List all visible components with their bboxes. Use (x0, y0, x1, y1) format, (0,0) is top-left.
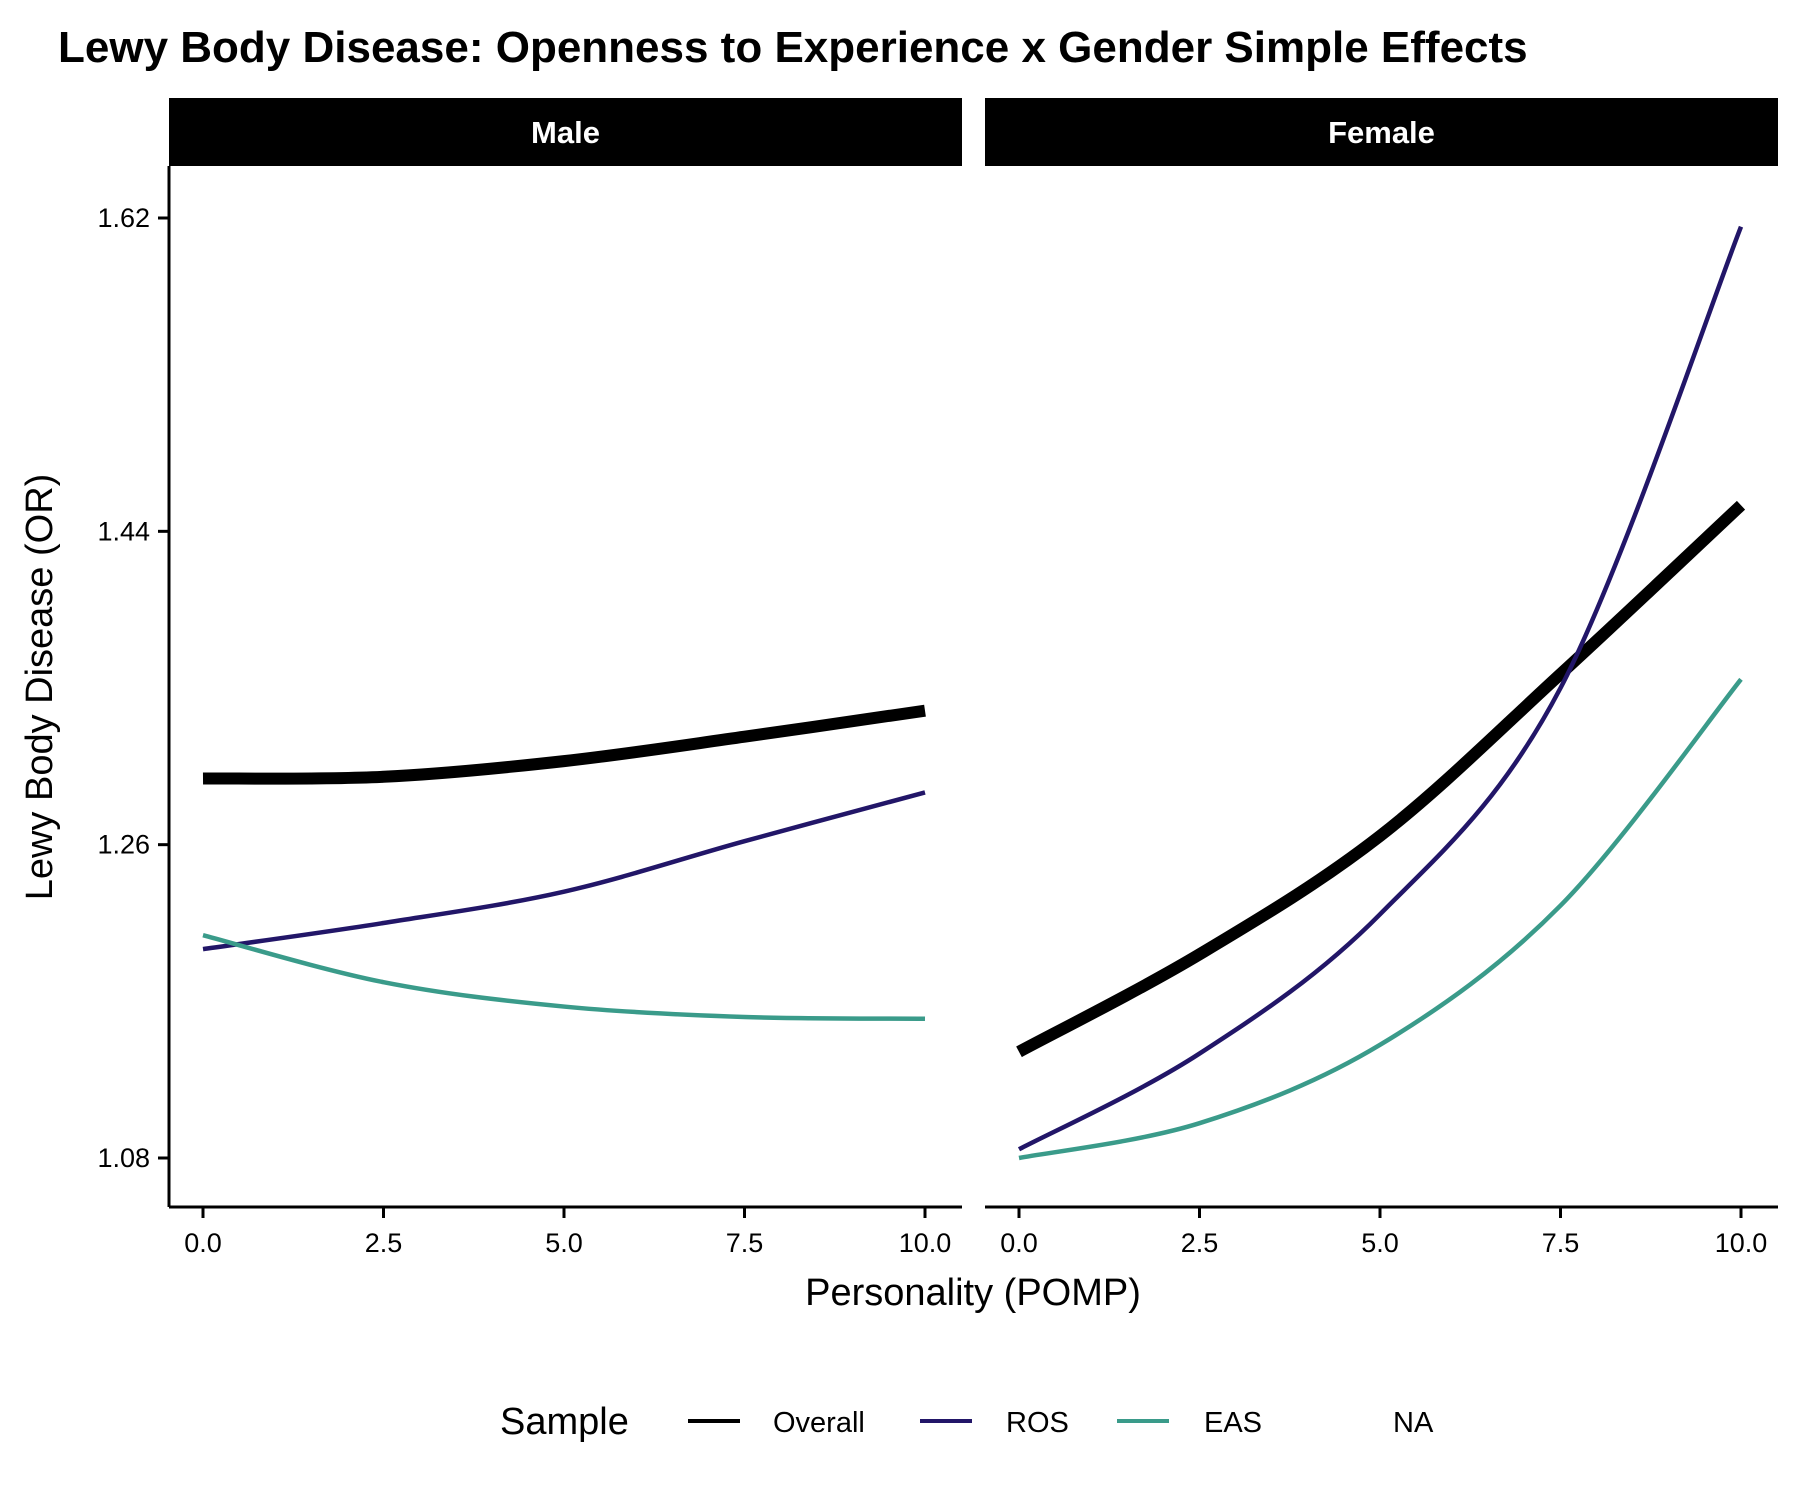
legend: Sample Overall ROS EAS NA (500, 1401, 1434, 1443)
x-tick-label: 7.5 (726, 1228, 764, 1258)
series-line-eas-male (202, 933, 926, 1021)
strip-label-female: Female (1328, 115, 1435, 150)
chart-title: Lewy Body Disease: Openness to Experienc… (58, 23, 1528, 72)
strip-label-male: Male (531, 115, 600, 150)
series-line-eas-female (1018, 677, 1743, 1161)
x-tick-label: 5.0 (545, 1228, 583, 1258)
series-line-overall-female (1016, 500, 1746, 1058)
x-tick-label: 2.5 (365, 1228, 403, 1258)
x-tick-label: 10.0 (1715, 1228, 1768, 1258)
y-tick-label: 1.26 (97, 830, 150, 860)
x-tick-label: 2.5 (1181, 1228, 1219, 1258)
x-axis-title: Personality (POMP) (805, 1272, 1141, 1314)
series-line-ros-female (1017, 225, 1744, 1152)
axis-ticks: 1.08 1.26 1.44 1.62 0.0 2.5 5.0 7.5 10.0 0.0 2.5 5.… (97, 203, 1767, 1258)
legend-label-eas: EAS (1204, 1407, 1262, 1439)
x-tick-label: 7.5 (1542, 1228, 1580, 1258)
y-tick-label: 1.62 (97, 203, 150, 233)
x-tick-label: 5.0 (1361, 1228, 1399, 1258)
legend-label-na: NA (1393, 1407, 1434, 1439)
legend-label-overall: Overall (773, 1407, 865, 1439)
legend-label-ros: ROS (1006, 1407, 1069, 1439)
x-tick-label: 10.0 (899, 1228, 952, 1258)
x-tick-label: 0.0 (184, 1228, 222, 1258)
y-tick-label: 1.08 (97, 1143, 150, 1173)
x-tick-label: 0.0 (1000, 1228, 1038, 1258)
legend-title: Sample (500, 1401, 629, 1443)
strip-male: Male (169, 98, 962, 166)
strip-female: Female (985, 98, 1778, 166)
series-line-overall-male (202, 704, 926, 785)
series-line-ros-male (202, 790, 926, 952)
series-lines (202, 225, 1746, 1161)
y-tick-label: 1.44 (97, 516, 150, 546)
y-axis-title: Lewy Body Disease (OR) (19, 474, 61, 901)
